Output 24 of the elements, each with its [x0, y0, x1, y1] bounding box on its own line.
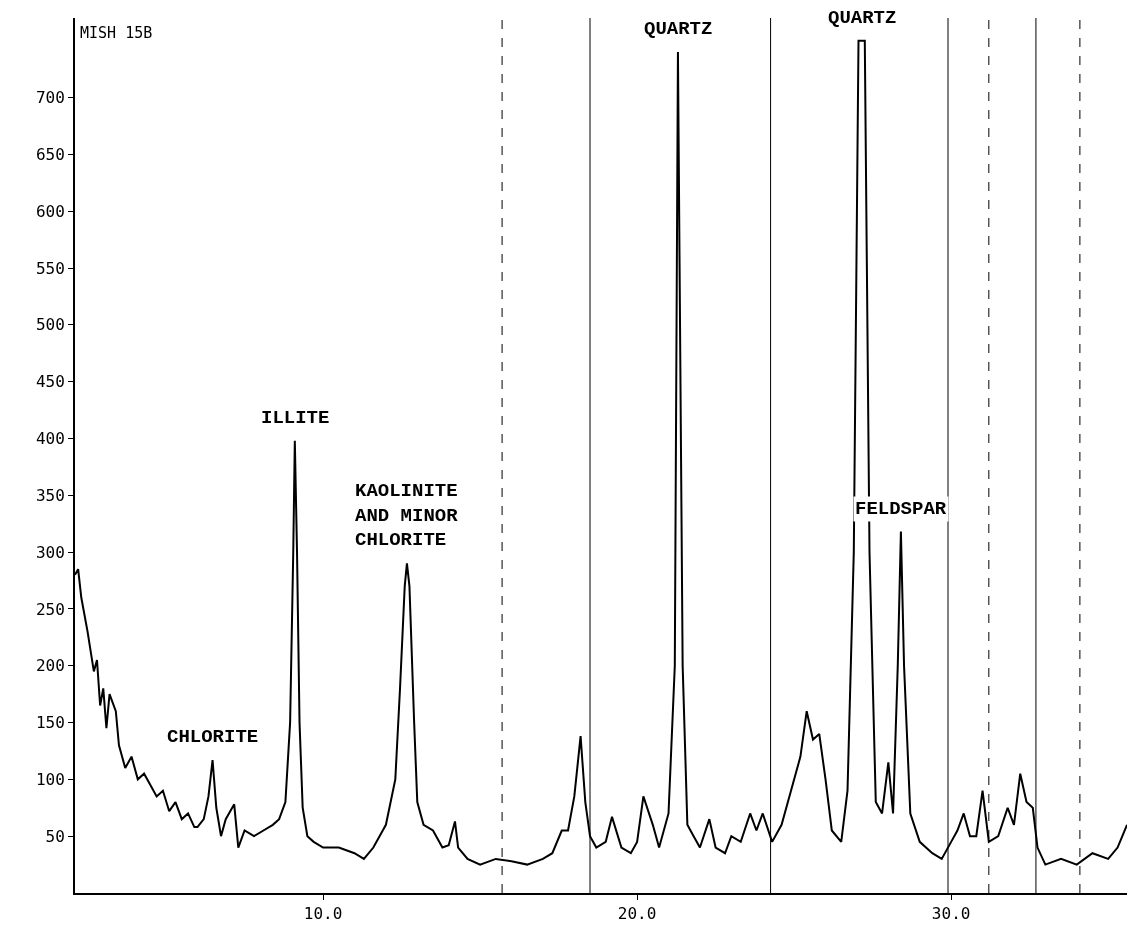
annotation: QUARTZ [644, 18, 713, 40]
y-tick-label: 650 [35, 144, 65, 164]
annotation: QUARTZ [828, 7, 897, 29]
y-tick-label: 450 [35, 372, 65, 392]
y-tick-label: 150 [35, 713, 65, 733]
annotation: MISH 15B [80, 24, 153, 42]
y-tick-label: 550 [35, 258, 65, 278]
y-tick-label: 400 [35, 429, 65, 449]
annotation: ILLITE [261, 407, 330, 429]
annotation: KAOLINITE AND MINOR CHLORITE [355, 480, 459, 552]
x-tick-label: 10.0 [303, 904, 343, 924]
y-tick-label: 700 [35, 88, 65, 108]
x-tick-label: 20.0 [617, 904, 657, 924]
y-tick-label: 500 [35, 315, 65, 335]
y-tick-label: 50 [45, 826, 65, 846]
y-tick-label: 100 [35, 769, 65, 789]
y-tick-label: 600 [35, 201, 65, 221]
y-tick-label: 250 [35, 599, 65, 619]
annotation: CHLORITE [167, 726, 259, 748]
x-tick-label: 30.0 [931, 904, 971, 924]
y-tick-label: 300 [35, 542, 65, 562]
annotation: FELDSPAR [855, 498, 947, 520]
y-tick-label: 200 [35, 656, 65, 676]
y-tick-label: 350 [35, 485, 65, 505]
